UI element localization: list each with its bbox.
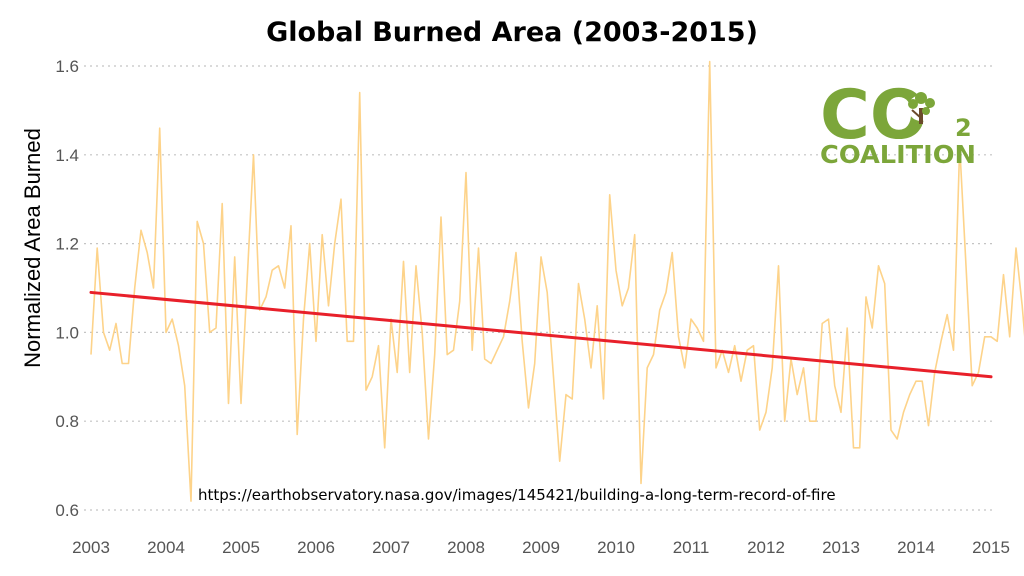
x-tick-label: 2012 — [747, 538, 785, 557]
y-tick-label: 0.8 — [55, 412, 79, 431]
logo-coalition-text: COALITION — [820, 140, 976, 169]
chart-title: Global Burned Area (2003-2015) — [266, 17, 758, 48]
x-tick-label: 2003 — [72, 538, 110, 557]
source-url-annotation: https://earthobservatory.nasa.gov/images… — [198, 486, 836, 504]
x-tick-label: 2015 — [972, 538, 1010, 557]
trend-line — [89, 290, 993, 379]
y-axis-label: Normalized Area Burned — [20, 128, 45, 368]
data-series — [89, 60, 1024, 502]
logo-co-text: CO — [820, 76, 928, 155]
y-tick-label: 1.6 — [55, 57, 79, 76]
x-axis-ticks: 2003 2004 2005 2006 2007 2008 2009 2010 2011 2012… — [72, 538, 1010, 557]
x-tick-label: 2010 — [597, 538, 635, 557]
x-tick-label: 2011 — [673, 538, 710, 557]
gridlines — [84, 65, 995, 511]
y-tick-label: 0.6 — [55, 501, 79, 520]
x-tick-label: 2005 — [222, 538, 260, 557]
y-tick-label: 1.2 — [55, 235, 79, 254]
x-tick-label: 2014 — [897, 538, 935, 557]
y-tick-label: 1.4 — [55, 146, 79, 165]
x-tick-label: 2008 — [447, 538, 485, 557]
x-tick-label: 2013 — [822, 538, 860, 557]
burned-area-series-line — [90, 60, 1024, 502]
logo-subscript: 2 — [955, 114, 972, 142]
y-tick-label: 1.0 — [55, 323, 79, 342]
co2-coalition-logo: CO 2 COALITION — [820, 76, 976, 169]
x-tick-label: 2004 — [147, 538, 185, 557]
x-tick-label: 2009 — [522, 538, 560, 557]
x-tick-label: 2007 — [372, 538, 410, 557]
x-tick-label: 2006 — [297, 538, 335, 557]
y-axis-ticks: 0.6 0.8 1.0 1.2 1.4 1.6 — [55, 57, 79, 520]
tree-icon — [908, 92, 935, 124]
